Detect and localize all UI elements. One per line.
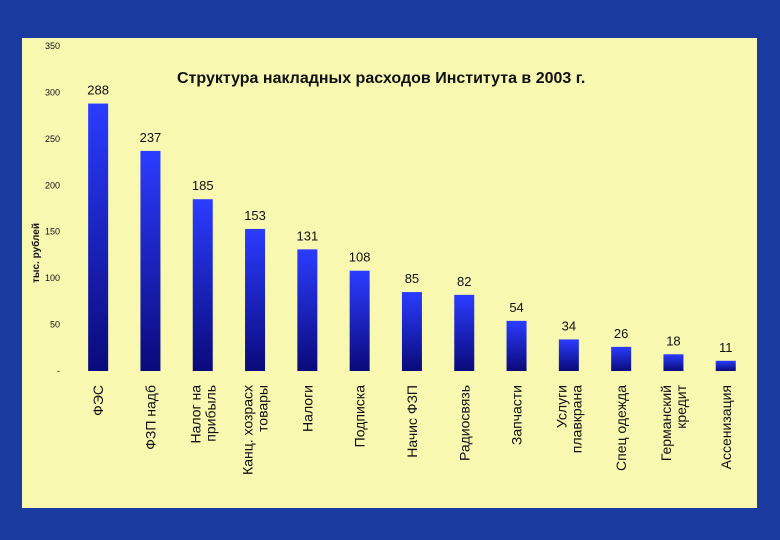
data-label: 26 (614, 326, 628, 341)
y-tick-label: 150 (45, 227, 60, 237)
y-axis-label: тыс. рублей (30, 223, 42, 283)
x-axis-labels: ФЭС ФЗП надб Налог наприбыль Канц. хозрасхт… (90, 384, 734, 475)
x-tick-label: ФЗП надб (142, 385, 158, 450)
data-label: 82 (457, 274, 471, 289)
bar (192, 199, 213, 371)
x-tick-label: Услугиплавкрана (553, 385, 584, 453)
y-tick-label: 350 (45, 41, 60, 51)
y-tick-label: 250 (45, 134, 60, 144)
bar (506, 320, 527, 371)
data-label: 153 (244, 208, 266, 223)
y-tick-label: 200 (45, 180, 60, 190)
bar-chart: Структура накладных расходов Института в… (30, 41, 736, 475)
bar (88, 103, 109, 372)
data-labels: 288 237 185 153 131 108 85 82 54 34 26 18 11 (87, 83, 732, 355)
x-tick-label: Начис ФЗП (404, 385, 420, 458)
y-tick-label: 50 (50, 320, 60, 330)
bar (558, 339, 579, 371)
y-tick-label: 300 (45, 87, 60, 97)
x-tick-label: Ассенизация (718, 385, 734, 469)
bar (349, 270, 370, 371)
data-label: 85 (405, 271, 419, 286)
x-tick-label: Радиосвязь (456, 385, 472, 461)
data-label: 237 (140, 130, 162, 145)
data-label: 288 (87, 83, 109, 98)
bar (663, 354, 684, 371)
data-label: 131 (296, 228, 318, 243)
data-label: 54 (509, 300, 523, 315)
chart-panel: Структура накладных расходов Института в… (22, 38, 757, 508)
x-tick-label: Запчасти (509, 385, 525, 445)
bar (715, 360, 736, 371)
bar (297, 249, 318, 371)
x-tick-label: Спец одежда (613, 385, 629, 471)
x-tick-label: Германскийкредит (658, 384, 689, 461)
data-label: 18 (666, 333, 680, 348)
x-tick-label: Налог наприбыль (187, 385, 218, 444)
x-tick-label: Налоги (299, 385, 315, 432)
bar (454, 294, 475, 371)
bar (245, 228, 266, 371)
data-label: 108 (349, 250, 371, 265)
chart-title: Структура накладных расходов Института в… (177, 70, 585, 87)
data-label: 185 (192, 178, 214, 193)
x-tick-label: ФЭС (90, 385, 106, 416)
data-label: 34 (562, 318, 576, 333)
bars (88, 103, 736, 372)
y-axis: 350 300 250 200 150 100 50 - (45, 41, 60, 376)
bar (140, 150, 161, 371)
data-label: 11 (719, 340, 733, 355)
bar (611, 346, 632, 371)
y-tick-label: 100 (45, 273, 60, 283)
x-tick-label: Подписка (352, 385, 368, 448)
y-tick-label: - (57, 366, 60, 376)
bar (401, 292, 422, 371)
x-tick-label: Канц. хозрасхтовары (240, 385, 271, 475)
